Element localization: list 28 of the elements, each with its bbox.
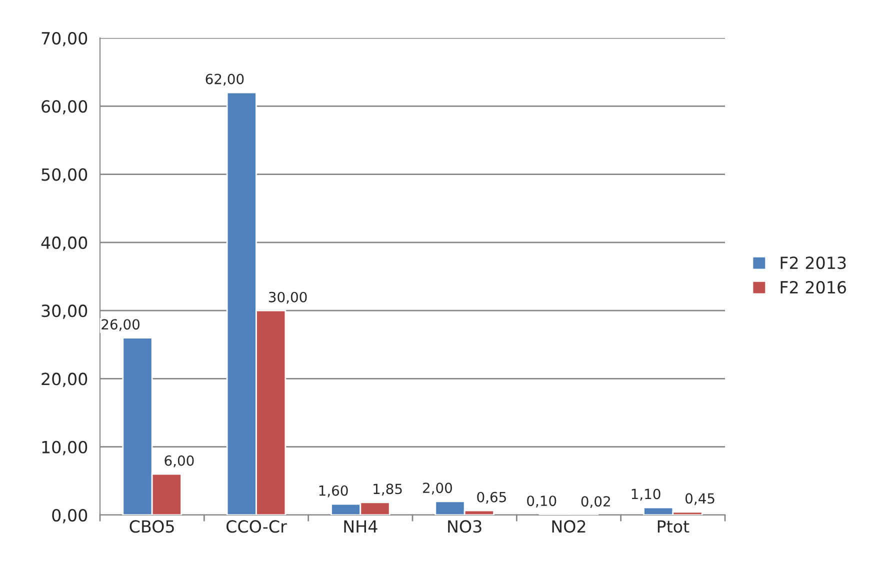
data-label: 30,00 (268, 292, 307, 304)
y-tick-label: 0,00 (52, 508, 88, 524)
y-tick-label: 70,00 (42, 32, 88, 46)
data-label: 0,10 (527, 496, 556, 508)
data-label: 1,60 (319, 485, 348, 498)
x-tick-label: NO2 (552, 520, 586, 533)
y-tick-label: 40,00 (41, 236, 88, 251)
y-tick-label: 10,00 (42, 440, 88, 456)
legend-label: F2 2016 (780, 280, 846, 294)
y-tick-label: 50,00 (42, 168, 88, 183)
legend-label: F2 2013 (780, 256, 846, 270)
x-tick-label: CCO-Cr (226, 520, 287, 533)
data-label: 1,10 (632, 488, 660, 501)
x-tick-label: CBO5 (130, 520, 174, 533)
data-label: 0,02 (581, 496, 610, 508)
y-tick-label: 30,00 (42, 304, 88, 319)
data-label: 62,00 (206, 74, 244, 86)
x-tick-label: NO3 (448, 520, 482, 533)
y-tick-label: 60,00 (42, 100, 88, 114)
data-label: 26,00 (102, 319, 140, 331)
data-label: 2,00 (423, 482, 452, 495)
x-tick-label: NH4 (344, 520, 378, 533)
x-tick-label: Ptot (658, 520, 690, 533)
data-label: 6,00 (164, 455, 194, 468)
data-label: 0,45 (686, 493, 714, 506)
data-label: 1,85 (374, 484, 402, 496)
y-tick-label: 20,00 (42, 372, 88, 387)
data-label: 0,65 (477, 492, 506, 504)
